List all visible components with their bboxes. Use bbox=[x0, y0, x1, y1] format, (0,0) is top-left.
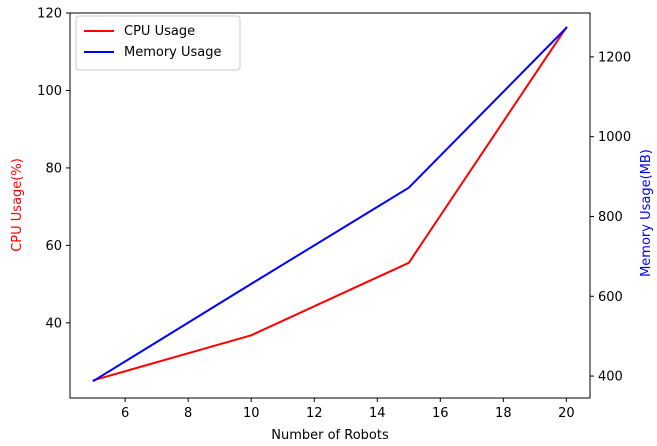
x-tick-label: 12 bbox=[306, 406, 323, 421]
legend-box bbox=[75, 15, 241, 71]
left-y-tick-label: 120 bbox=[37, 7, 62, 22]
legend-memory-label: Memory Usage bbox=[124, 45, 222, 60]
right-y-tick-label: 400 bbox=[598, 370, 623, 385]
right-y-tick-label: 800 bbox=[598, 210, 623, 225]
x-tick-label: 10 bbox=[243, 406, 260, 421]
left-y-tick-label: 60 bbox=[45, 239, 62, 254]
right-y-axis-ticks: 400 600 800 1000 1200 bbox=[590, 50, 631, 385]
x-tick-label: 18 bbox=[495, 406, 512, 421]
legend: CPU Usage Memory Usage bbox=[75, 15, 241, 71]
plot-area-frame bbox=[69, 12, 591, 399]
left-y-axis-ticks: 40 60 80 100 120 bbox=[37, 7, 70, 331]
x-axis-ticks: 6 8 10 12 14 16 18 20 bbox=[121, 398, 575, 421]
x-tick-label: 16 bbox=[432, 406, 449, 421]
left-y-tick-label: 40 bbox=[45, 316, 62, 331]
right-y-tick-label: 1000 bbox=[598, 130, 631, 145]
x-tick-label: 8 bbox=[184, 406, 192, 421]
left-y-tick-label: 80 bbox=[45, 161, 62, 176]
x-tick-label: 20 bbox=[558, 406, 575, 421]
left-y-tick-label: 100 bbox=[37, 84, 62, 99]
legend-cpu-label: CPU Usage bbox=[124, 24, 195, 39]
memory-usage-line bbox=[92, 26, 568, 382]
right-y-axis-label: Memory Usage(MB) bbox=[639, 149, 654, 277]
x-tick-label: 6 bbox=[121, 406, 129, 421]
series-lines bbox=[92, 26, 568, 382]
left-y-axis-label: CPU Usage(%) bbox=[10, 158, 25, 252]
cpu-usage-line bbox=[92, 26, 568, 382]
right-y-tick-label: 600 bbox=[598, 290, 623, 305]
x-tick-label: 14 bbox=[369, 406, 386, 421]
right-y-tick-label: 1200 bbox=[598, 50, 631, 65]
x-axis-label: Number of Robots bbox=[271, 428, 389, 442]
